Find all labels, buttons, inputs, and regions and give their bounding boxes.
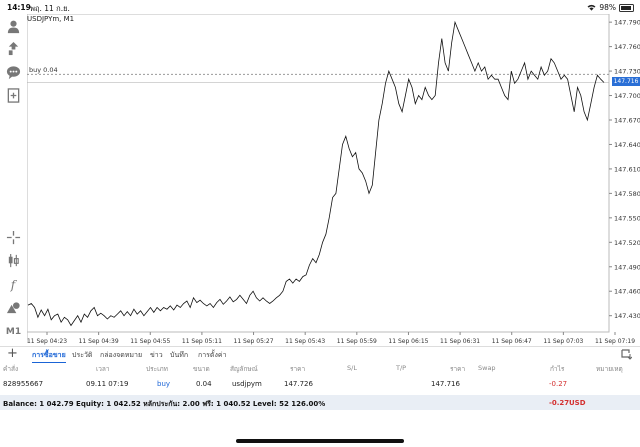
y-tick-label: 147.640 xyxy=(614,141,640,149)
x-tick-label: 11 Sep 04:55 xyxy=(130,338,170,345)
tab-trade[interactable]: การซื้อขาย xyxy=(32,350,66,363)
row-time: 09.11 07:19 xyxy=(86,380,129,388)
row-type: buy xyxy=(157,380,171,388)
tab-mailbox[interactable]: กล่องจดหมาย xyxy=(100,351,143,359)
balance-profit: -0.27 xyxy=(549,399,570,407)
x-tick-label: 11 Sep 05:27 xyxy=(234,338,274,345)
x-tick-label: 11 Sep 04:23 xyxy=(27,338,67,345)
balance-bar: Balance: 1 042.79 Equity: 1 042.52 หลักป… xyxy=(0,395,640,410)
y-tick-label: 147.430 xyxy=(614,312,640,320)
sort-icon[interactable] xyxy=(620,348,633,362)
row-profit: -0.27 xyxy=(549,380,568,388)
balance-summary: Balance: 1 042.79 Equity: 1 042.52 หลักป… xyxy=(3,400,326,408)
tab-news[interactable]: ข่าว xyxy=(150,351,163,359)
timeframe-button[interactable]: M1 xyxy=(5,326,22,337)
row-ticket: 828955667 xyxy=(3,380,44,388)
x-tick-label: 11 Sep 06:47 xyxy=(492,338,532,345)
header-tp: T/P xyxy=(396,364,407,372)
y-tick-label: 147.610 xyxy=(614,165,640,173)
y-tick-label: 147.580 xyxy=(614,190,640,198)
x-tick-label: 11 Sep 05:11 xyxy=(182,338,222,345)
x-tick-label: 11 Sep 07:03 xyxy=(543,338,583,345)
y-tick-label: 147.760 xyxy=(614,43,640,51)
balance-currency: USD xyxy=(569,399,586,407)
bottom-tabs: + การซื้อขาย ประวัติ กล่องจดหมาย ข่าว บั… xyxy=(0,346,640,363)
x-tick-label: 11 Sep 05:43 xyxy=(285,338,325,345)
battery-icon xyxy=(619,3,634,12)
x-tick-label: 11 Sep 06:15 xyxy=(388,338,428,345)
tab-journal[interactable]: บันทึก xyxy=(170,351,189,359)
chart-symbol: USDJPYm, M1 xyxy=(27,15,75,23)
trade-arrows-icon[interactable] xyxy=(4,39,23,58)
objects-icon[interactable] xyxy=(4,298,23,317)
x-tick-label: 11 Sep 06:31 xyxy=(440,338,480,345)
header-profit: กำไร xyxy=(550,365,565,373)
svg-text:f: f xyxy=(10,278,18,292)
header-current-price: ราคา xyxy=(450,365,466,373)
account-icon[interactable] xyxy=(4,17,23,36)
plot-area xyxy=(26,13,610,333)
header-symbol: สัญลักษณ์ xyxy=(230,365,258,373)
y-tick-label: 147.700 xyxy=(614,92,640,100)
tab-settings[interactable]: การตั้งค่า xyxy=(198,351,227,359)
left-toolbar: f M1 xyxy=(0,14,28,343)
y-tick-label: 147.790 xyxy=(614,19,640,27)
row-size: 0.04 xyxy=(196,380,212,388)
crosshair-icon[interactable] xyxy=(4,228,23,247)
chart-svg: 147.790 147.760 147.730 147.700 147.670 147.6… xyxy=(26,13,640,345)
y-tick-label: 147.670 xyxy=(614,117,640,125)
header-swap: Swap xyxy=(478,364,496,372)
x-tick-label: 11 Sep 05:59 xyxy=(337,338,377,345)
x-tick-label: 11 Sep 04:39 xyxy=(79,338,119,345)
current-price-tag: 147.716 xyxy=(612,77,640,86)
new-order-icon[interactable] xyxy=(4,86,23,105)
price-chart[interactable]: 147.790 147.760 147.730 147.700 147.670 147.6… xyxy=(26,13,640,346)
buy-line-label: buy 0.04 xyxy=(29,66,58,74)
wifi-icon xyxy=(587,4,596,11)
y-tick-label: 147.490 xyxy=(614,263,640,271)
header-comment: หมายเหตุ xyxy=(596,365,623,373)
indicator-icon[interactable]: f xyxy=(4,275,23,294)
status-date: พฤ. 11 ก.ย. xyxy=(30,4,70,13)
candles-icon[interactable] xyxy=(4,251,23,270)
header-size: ขนาด xyxy=(193,365,210,373)
chat-icon[interactable] xyxy=(4,63,23,82)
status-time: 14:19 xyxy=(7,3,31,12)
header-price: ราคา xyxy=(290,365,306,373)
header-type: ประเภท xyxy=(146,365,168,373)
row-current-price: 147.716 xyxy=(431,380,460,388)
y-tick-label: 147.730 xyxy=(614,68,640,76)
row-open-price: 147.726 xyxy=(284,380,313,388)
x-tick-label: 11 Sep 07:19 xyxy=(595,338,635,345)
header-ticket: คำสั่ง xyxy=(3,365,19,373)
home-indicator xyxy=(236,439,404,443)
status-right: 98% xyxy=(587,3,634,12)
tab-history[interactable]: ประวัติ xyxy=(72,351,93,359)
header-time: เวลา xyxy=(96,365,110,373)
y-tick-label: 147.520 xyxy=(614,239,640,247)
y-tick-label: 147.460 xyxy=(614,288,640,296)
table-row[interactable]: 828955667 09.11 07:19 buy 0.04 usdjpym 1… xyxy=(0,380,640,392)
battery-percent: 98% xyxy=(599,3,616,12)
status-bar: 14:19 พฤ. 11 ก.ย. 98% xyxy=(0,0,640,14)
y-tick-label: 147.550 xyxy=(614,214,640,222)
price-series-line xyxy=(27,20,605,327)
add-icon[interactable]: + xyxy=(7,346,18,361)
header-sl: S/L xyxy=(347,364,357,372)
row-symbol: usdjpym xyxy=(232,380,262,388)
table-header: คำสั่ง เวลา ประเภท ขนาด สัญลักษณ์ ราคา S… xyxy=(0,364,640,376)
